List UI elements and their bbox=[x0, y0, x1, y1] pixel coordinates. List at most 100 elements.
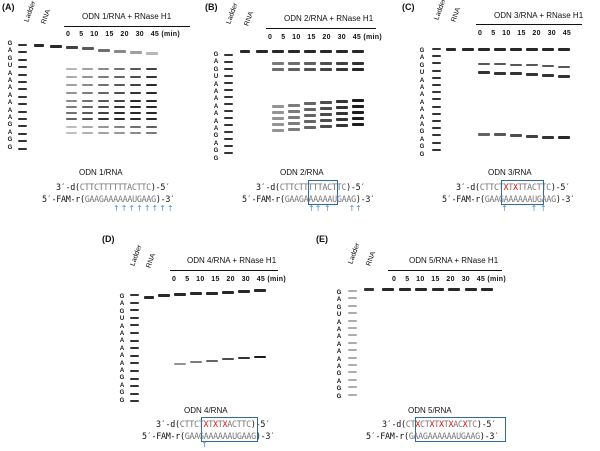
gel-band bbox=[224, 54, 233, 56]
rna-strand: 5′-FAM-r(GAAGAAAAAAUGAAG)-3′ bbox=[366, 431, 499, 441]
gel-band bbox=[478, 48, 490, 51]
ladder-base: U bbox=[7, 63, 13, 70]
ladder-base: G bbox=[213, 52, 219, 58]
gel-band bbox=[352, 68, 364, 71]
gel-band bbox=[432, 120, 441, 122]
gel-band bbox=[304, 114, 316, 118]
ladder-base: A bbox=[119, 360, 125, 367]
ladder-label: Ladder bbox=[129, 244, 144, 267]
ladder-base: G bbox=[119, 390, 125, 397]
time-45: 45 bbox=[256, 276, 266, 283]
ladder-base: A bbox=[7, 92, 13, 99]
gel-band bbox=[174, 293, 186, 297]
gel-band bbox=[494, 71, 506, 75]
ladder-base: A bbox=[7, 48, 13, 55]
cleavage-arrows: ↑↑↑↑↑↑↑↑ bbox=[113, 204, 175, 213]
gel-band bbox=[66, 46, 78, 50]
gel-band bbox=[478, 132, 490, 136]
gel-title: ODN 4/RNA + RNase H1 bbox=[187, 256, 277, 265]
time-unit: (min) bbox=[161, 31, 180, 38]
gel-band bbox=[348, 304, 357, 307]
gel-band bbox=[542, 48, 554, 51]
gel-band bbox=[18, 132, 27, 135]
ladder-base: G bbox=[419, 144, 425, 151]
gel-band bbox=[130, 51, 142, 54]
time-points: 0 5 10 15 20 30 45 (min) bbox=[172, 276, 286, 283]
gel-band bbox=[526, 64, 538, 67]
ladder-base: A bbox=[419, 92, 425, 99]
dna-sequence: CTTCTTTTTTACTTC bbox=[79, 182, 151, 192]
gel-band bbox=[82, 92, 93, 94]
gel-band bbox=[478, 70, 490, 74]
gel-band bbox=[224, 96, 233, 98]
time-30: 30 bbox=[337, 34, 346, 41]
gel-band bbox=[510, 72, 522, 76]
gel-band bbox=[304, 108, 316, 112]
gel-band bbox=[336, 124, 348, 127]
rna-sequence: GAAGAAAAAAUGAAG bbox=[284, 194, 356, 204]
panel-e: (E) Ladder RNA ODN 5/RNA + RNase H1 0 5 … bbox=[300, 230, 600, 451]
gel-band bbox=[510, 63, 522, 66]
ladder-base: A bbox=[336, 327, 342, 334]
ladder-base: G bbox=[7, 137, 13, 144]
gel-band bbox=[146, 68, 157, 70]
time-points: 0 5 10 15 20 30 45 (min) bbox=[268, 34, 382, 41]
gel-band bbox=[130, 354, 139, 357]
gel-band bbox=[481, 288, 493, 291]
modified-region-box bbox=[501, 180, 544, 205]
gel-band bbox=[272, 68, 284, 71]
panel-tag: (D) bbox=[102, 234, 115, 244]
ladder-base: G bbox=[336, 393, 342, 400]
ladder-base: G bbox=[213, 66, 219, 73]
gel-band bbox=[320, 125, 332, 129]
time-45: 45 bbox=[476, 276, 486, 283]
gel-band bbox=[224, 103, 233, 105]
gel-band bbox=[348, 393, 357, 396]
gel-band bbox=[432, 112, 441, 115]
ladder-base: G bbox=[119, 375, 125, 382]
gel-band bbox=[478, 62, 490, 65]
gel-band bbox=[254, 355, 266, 358]
ladder-base: A bbox=[119, 338, 125, 345]
gel-band bbox=[98, 76, 109, 78]
ladder-base: A bbox=[119, 323, 125, 330]
ladder-base: A bbox=[119, 301, 125, 308]
gel-band bbox=[130, 332, 139, 334]
ladder-base: A bbox=[336, 349, 342, 356]
time-points: 0 5 10 15 20 30 45 (min) bbox=[66, 31, 180, 38]
gel-band bbox=[18, 147, 27, 150]
gel-band bbox=[130, 370, 139, 372]
gel-band bbox=[130, 392, 139, 395]
duplex-caption: ODN 1/RNA bbox=[79, 168, 123, 177]
gel-band bbox=[464, 288, 477, 291]
gel-band bbox=[206, 291, 218, 295]
time-unit: (min) bbox=[363, 34, 382, 41]
time-30: 30 bbox=[547, 30, 556, 37]
ladder-base: A bbox=[213, 118, 219, 125]
duplex-caption: ODN 4/RNA bbox=[184, 406, 228, 415]
gel-band bbox=[66, 92, 77, 94]
gel-band bbox=[432, 84, 441, 86]
gel-band bbox=[18, 103, 27, 106]
rna-strand: 5′-FAM-r(GAAGAAAAAAUGAAG)-3′ bbox=[242, 194, 375, 204]
gel-band bbox=[288, 127, 300, 131]
gel-band bbox=[304, 120, 316, 124]
gel-band bbox=[34, 44, 44, 47]
panel-a: (A) Ladder RNA ODN 1/RNA + RNase H1 0 5 … bbox=[0, 0, 200, 230]
time-20: 20 bbox=[446, 276, 455, 283]
gel-band bbox=[272, 50, 284, 53]
dna-strand: 3′-d(CTTCTXTXTXACTTC)-5′ bbox=[156, 419, 270, 429]
ladder-base: G bbox=[336, 371, 342, 378]
gel-band bbox=[114, 49, 126, 53]
gel-band bbox=[336, 106, 348, 109]
gel-band bbox=[432, 98, 441, 101]
gel-band bbox=[320, 113, 332, 117]
gel-band bbox=[352, 110, 364, 114]
gel-band bbox=[98, 48, 110, 52]
gel-image bbox=[222, 44, 368, 156]
gel-band bbox=[114, 84, 125, 86]
gel-band bbox=[66, 126, 77, 128]
ladder-base: U bbox=[213, 74, 219, 81]
gel-band bbox=[542, 135, 554, 139]
